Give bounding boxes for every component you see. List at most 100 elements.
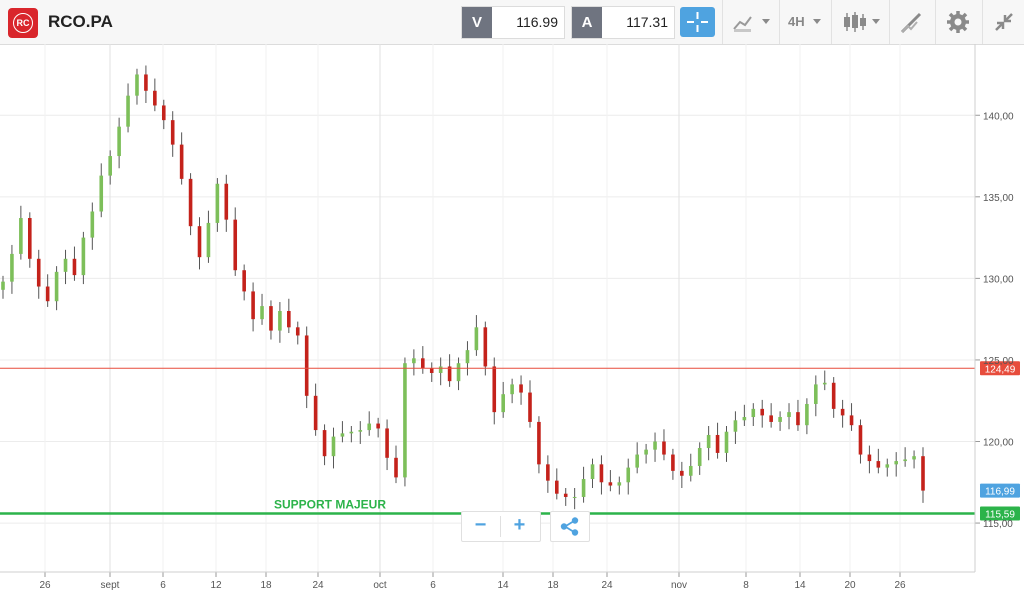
logo-icon: RC: [8, 8, 38, 38]
candle-body: [796, 412, 800, 426]
y-tick-label: 130,00: [983, 274, 1014, 285]
candle-body: [715, 434, 720, 453]
candle-body: [90, 211, 95, 238]
candle-body: [63, 258, 68, 272]
sell-price-box[interactable]: V 116.99: [461, 6, 565, 39]
toolbar-divider: [779, 0, 780, 44]
candle-body: [367, 423, 372, 431]
candle-body: [492, 366, 497, 413]
current-price-label: 116,99: [985, 487, 1015, 498]
candle-body: [742, 417, 747, 421]
candle-body: [403, 363, 407, 478]
candle-body: [831, 382, 836, 409]
candle-body: [769, 415, 773, 422]
toolbar-divider: [831, 0, 832, 44]
candle-body: [45, 286, 50, 302]
candle-body: [626, 467, 631, 483]
candle-body: [447, 366, 452, 382]
candle-body: [81, 237, 86, 276]
candle-body: [322, 430, 327, 457]
chart-type-button[interactable]: [731, 8, 773, 36]
share-button[interactable]: [550, 511, 590, 542]
candle-body: [206, 222, 211, 258]
candle-body: [876, 461, 881, 468]
candle-body: [331, 436, 336, 457]
x-tick-label: oct: [373, 580, 387, 591]
candle-body: [644, 449, 648, 455]
candle-body: [912, 456, 916, 460]
candle-body: [99, 175, 104, 212]
candle-body: [358, 430, 363, 432]
zoom-controls: − +: [461, 511, 541, 542]
y-tick-label: 115,00: [983, 519, 1013, 530]
candle-body: [1, 281, 5, 290]
collapse-button[interactable]: [990, 8, 1018, 36]
candle-body: [438, 366, 443, 373]
settings-button[interactable]: [944, 8, 972, 36]
zoom-divider: [500, 516, 501, 537]
candle-body: [546, 464, 550, 481]
candle-body: [269, 306, 273, 331]
candle-body: [260, 306, 264, 320]
candle-body: [36, 258, 41, 287]
candle-body: [224, 183, 229, 220]
zoom-in-button[interactable]: +: [501, 512, 538, 541]
candlestick-button[interactable]: [841, 8, 883, 36]
candle-body: [581, 479, 586, 497]
candle-body: [197, 226, 202, 258]
candle-body: [885, 464, 890, 468]
candle-body: [680, 470, 684, 476]
settings-icon: [947, 11, 969, 33]
candle-body: [340, 433, 345, 437]
candle-body: [814, 384, 818, 404]
candle-body: [706, 434, 711, 449]
candle-body: [421, 358, 425, 369]
candle-body: [108, 156, 112, 176]
candle-body: [394, 457, 398, 478]
share-icon: [560, 517, 579, 536]
candle-body: [278, 311, 282, 331]
draw-tools-button[interactable]: [898, 8, 926, 36]
timeframe-dropdown[interactable]: 4H: [788, 8, 824, 36]
candle-body: [474, 327, 479, 351]
candle-body: [563, 493, 568, 497]
current-price-tag: [980, 483, 1020, 498]
support-price-label: 115,59: [985, 509, 1015, 520]
candle-body: [135, 74, 139, 96]
zoom-out-icon: −: [474, 514, 487, 536]
candle-body: [519, 384, 523, 393]
candle-body: [849, 415, 854, 426]
candle-body: [554, 480, 559, 494]
x-tick-label: 24: [312, 580, 324, 591]
candle-body: [688, 465, 693, 476]
resistance-price-label: 124,49: [985, 364, 1016, 375]
buy-price-box[interactable]: A 117.31: [571, 6, 675, 39]
zoom-out-button[interactable]: −: [462, 512, 499, 541]
crosshair-button[interactable]: [680, 7, 715, 37]
x-tick-label: 18: [260, 580, 272, 591]
x-tick-label: 14: [497, 580, 509, 591]
toolbar-divider: [935, 0, 936, 44]
y-tick-label: 135,00: [983, 193, 1014, 204]
candle-body: [72, 258, 77, 276]
candle-body: [751, 408, 756, 418]
candle-body: [27, 218, 32, 259]
chart-type-icon: [733, 16, 770, 32]
candle-body: [537, 421, 541, 465]
toolbar-divider: [982, 0, 983, 44]
sell-label: V: [462, 7, 492, 38]
candle-body: [349, 431, 354, 434]
candle-body: [590, 464, 595, 480]
candle-body: [724, 431, 729, 453]
x-tick-label: 6: [160, 580, 166, 591]
sell-value: 116.99: [516, 14, 558, 30]
collapse-icon: [995, 13, 1013, 31]
candle-body: [840, 408, 845, 416]
candle-body: [572, 496, 577, 498]
x-tick-label: 6: [430, 580, 436, 591]
candle-body: [10, 253, 14, 282]
candle-body: [733, 420, 738, 432]
timeframe-dropdown-icon: [813, 19, 821, 24]
timeframe-label: 4H: [788, 14, 805, 29]
candle-body: [867, 454, 872, 462]
